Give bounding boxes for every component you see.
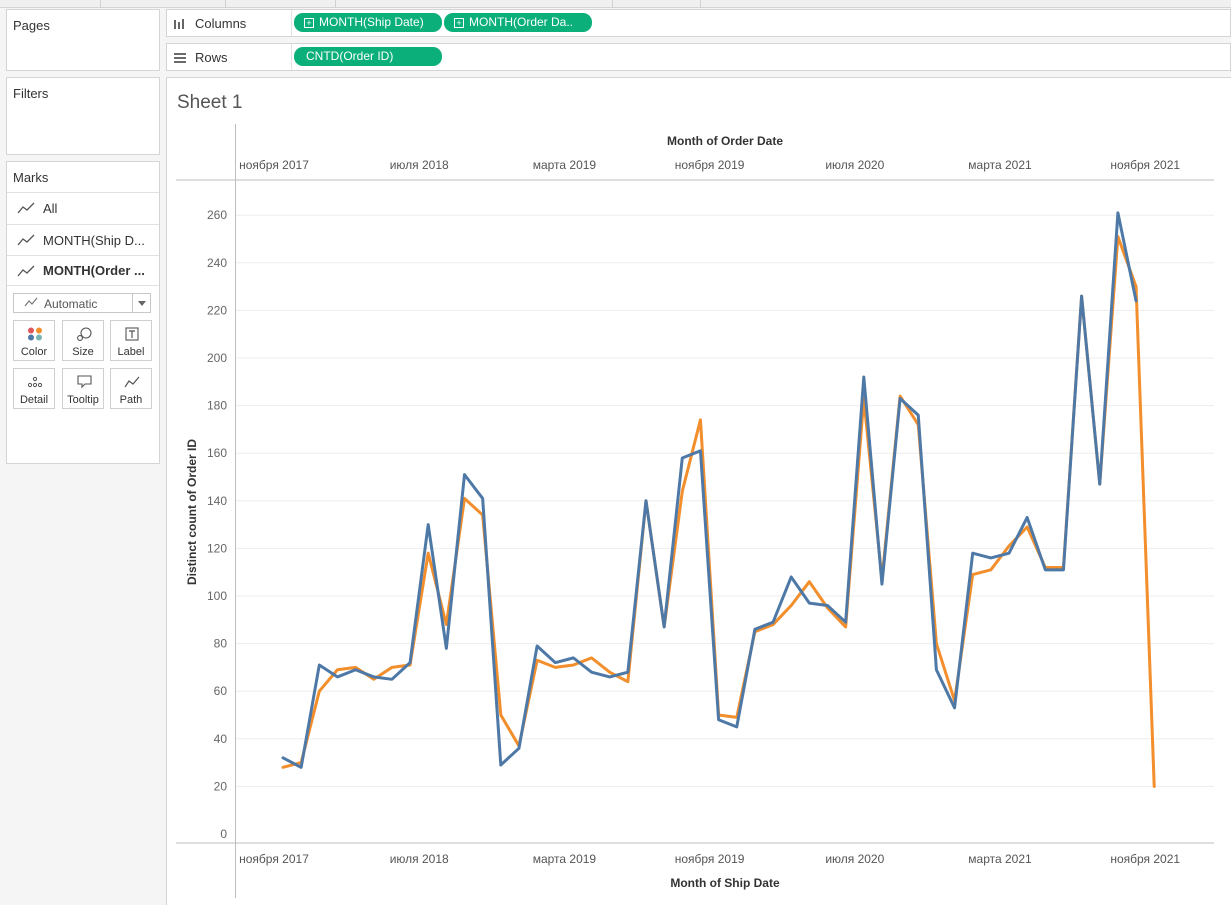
tooltip-bubble-icon [77, 375, 92, 389]
shelf-divider [291, 10, 292, 36]
x-tick-label: ноября 2019 [675, 852, 745, 866]
series-line-ship-date[interactable] [281, 211, 1138, 769]
x-axis-title: Month of Ship Date [670, 876, 780, 890]
y-tick-label: 60 [214, 684, 228, 698]
x2-tick-label: июля 2018 [390, 158, 449, 172]
y-tick-label: 200 [207, 351, 227, 365]
color-button[interactable]: Color [13, 320, 55, 361]
x2-tick-label: июля 2020 [825, 158, 884, 172]
filters-title: Filters [13, 86, 49, 101]
pages-card[interactable]: Pages [6, 9, 160, 71]
label-label: Label [117, 346, 145, 358]
pill-label: MONTH(Order Da.. [469, 15, 574, 29]
columns-shelf[interactable]: Columns + MONTH(Ship Date) + MONTH(Order D… [166, 9, 1231, 37]
x2-tick-label: марта 2019 [533, 158, 597, 172]
columns-label: Columns [195, 16, 247, 31]
y-tick-label: 0 [220, 827, 227, 841]
marks-item-label: MONTH(Order ... [43, 263, 145, 278]
color-dots-icon [28, 327, 42, 341]
rows-label: Rows [195, 50, 228, 65]
y-tick-label: 80 [214, 637, 228, 651]
path-label: Path [119, 394, 143, 406]
x2-tick-label: ноября 2019 [675, 158, 745, 172]
expand-plus-icon[interactable]: + [304, 18, 314, 28]
sheet-title: Sheet 1 [177, 92, 243, 113]
y-tick-label: 160 [207, 446, 227, 460]
path-line-icon [124, 376, 140, 388]
line-mark-icon [24, 297, 38, 307]
y-axis-title: Distinct count of Order ID [185, 439, 199, 585]
x2-tick-label: ноября 2021 [1110, 158, 1180, 172]
line-mark-icon [17, 265, 35, 276]
chevron-down-icon[interactable] [132, 294, 150, 312]
y-tick-label: 240 [207, 256, 227, 270]
y-tick-label: 220 [207, 303, 227, 317]
marks-item-order-date[interactable]: MONTH(Order ... [7, 255, 159, 286]
pill-label: CNTD(Order ID) [306, 49, 394, 63]
x-tick-label: марта 2021 [968, 852, 1032, 866]
size-bubbles-icon [77, 327, 92, 341]
x-tick-label: июля 2018 [390, 852, 449, 866]
y-tick-label: 20 [214, 779, 228, 793]
pill-month-ship-date[interactable]: + MONTH(Ship Date) [294, 13, 442, 32]
top-toolbar-strip [0, 0, 1231, 8]
rows-icon [174, 52, 186, 63]
label-button[interactable]: Label [110, 320, 152, 361]
marks-item-label: MONTH(Ship D... [43, 232, 145, 248]
pill-label: MONTH(Ship Date) [319, 15, 424, 29]
color-label: Color [20, 346, 48, 358]
y-tick-label: 140 [207, 494, 227, 508]
tooltip-button[interactable]: Tooltip [62, 368, 104, 409]
pill-month-order-date[interactable]: + MONTH(Order Da.. [444, 13, 592, 32]
rows-shelf-label: Rows [173, 50, 228, 65]
detail-dots-icon [27, 376, 43, 388]
expand-plus-icon[interactable]: + [454, 18, 464, 28]
marks-title: Marks [13, 170, 49, 185]
y-tick-label: 100 [207, 589, 227, 603]
detail-button[interactable]: Detail [13, 368, 55, 409]
y-tick-label: 40 [214, 732, 228, 746]
shelf-divider [291, 44, 292, 70]
size-label: Size [72, 346, 94, 358]
path-button[interactable]: Path [110, 368, 152, 409]
columns-shelf-label: Columns [173, 16, 246, 31]
columns-icon [174, 18, 184, 29]
marks-item-all[interactable]: All [7, 192, 159, 223]
marks-item-label: All [43, 200, 58, 216]
mark-type-dropdown[interactable]: Automatic [13, 293, 151, 313]
line-mark-icon [17, 234, 35, 246]
pages-title: Pages [13, 18, 50, 33]
y-tick-label: 260 [207, 208, 227, 222]
y-tick-label: 120 [207, 541, 227, 555]
detail-label: Detail [19, 394, 49, 406]
label-t-icon [125, 327, 139, 341]
x-tick-label: ноября 2021 [1110, 852, 1180, 866]
tooltip-label: Tooltip [67, 394, 99, 406]
line-mark-icon [17, 202, 35, 214]
x2-axis-title: Month of Order Date [667, 134, 783, 148]
marks-card: Marks All MONTH(Ship D... MONTH(Order ..… [6, 161, 160, 464]
filters-card[interactable]: Filters [6, 77, 160, 155]
rows-shelf[interactable]: Rows CNTD(Order ID) [166, 43, 1231, 71]
x2-tick-label: ноября 2017 [239, 158, 309, 172]
x-tick-label: ноября 2017 [239, 852, 309, 866]
pill-cntd-order-id[interactable]: CNTD(Order ID) [294, 47, 442, 66]
y-tick-label: 180 [207, 399, 227, 413]
x-tick-label: марта 2019 [533, 852, 597, 866]
marks-item-ship-date[interactable]: MONTH(Ship D... [7, 224, 159, 255]
x-tick-label: июля 2020 [825, 852, 884, 866]
x2-tick-label: марта 2021 [968, 158, 1032, 172]
mark-type-value: Automatic [44, 297, 98, 311]
size-button[interactable]: Size [62, 320, 104, 361]
